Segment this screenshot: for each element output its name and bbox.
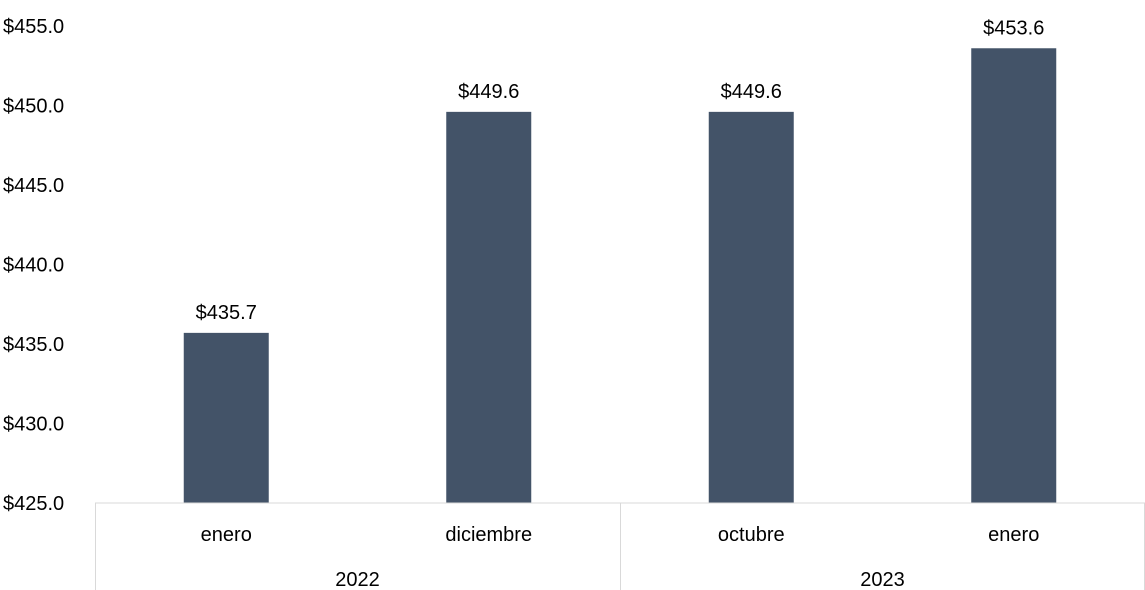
data-labels: $435.7 $449.6 $449.6 $453.6 bbox=[196, 17, 1045, 324]
data-label: $453.6 bbox=[983, 17, 1044, 39]
bar bbox=[446, 111, 532, 504]
y-tick-label: $430.0 bbox=[3, 414, 64, 436]
x-category-label: diciembre bbox=[445, 524, 532, 546]
data-label: $435.7 bbox=[196, 302, 257, 324]
bar bbox=[708, 111, 794, 504]
y-tick-label: $450.0 bbox=[3, 96, 64, 118]
y-axis-tick-labels: $425.0 $430.0 $435.0 $440.0 $445.0 $450.0 $455… bbox=[3, 16, 64, 515]
y-tick-label: $440.0 bbox=[3, 255, 64, 277]
bar bbox=[183, 332, 269, 503]
x-axis: enero diciembre octubre enero 2022 2023 bbox=[95, 502, 1145, 590]
x-group-label: 2023 bbox=[860, 569, 905, 590]
bar bbox=[971, 48, 1057, 503]
bars bbox=[183, 48, 1057, 504]
data-label: $449.6 bbox=[721, 81, 782, 103]
x-category-label: enero bbox=[988, 524, 1039, 546]
y-tick-label: $445.0 bbox=[3, 175, 64, 197]
y-tick-label: $455.0 bbox=[3, 16, 64, 38]
y-tick-label: $435.0 bbox=[3, 334, 64, 356]
x-category-label: octubre bbox=[718, 524, 785, 546]
y-tick-label: $425.0 bbox=[3, 493, 64, 515]
x-category-label: enero bbox=[201, 524, 252, 546]
x-group-label: 2022 bbox=[335, 569, 380, 590]
data-label: $449.6 bbox=[458, 81, 519, 103]
